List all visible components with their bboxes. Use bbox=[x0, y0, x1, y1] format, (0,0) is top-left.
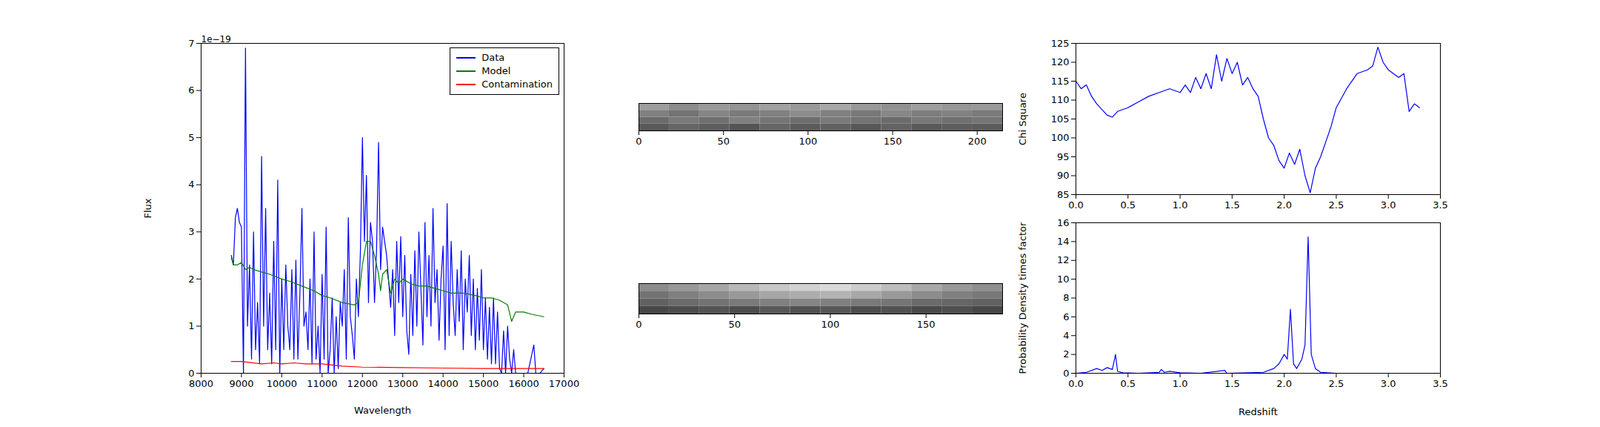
svg-text:0: 0 bbox=[1062, 367, 1069, 379]
svg-text:0: 0 bbox=[635, 135, 642, 147]
svg-text:17000: 17000 bbox=[548, 377, 580, 389]
svg-text:125: 125 bbox=[1051, 37, 1070, 49]
svg-text:120: 120 bbox=[1051, 56, 1070, 68]
svg-text:8000: 8000 bbox=[188, 377, 214, 389]
svg-text:Probability Density times fact: Probability Density times factor bbox=[1017, 221, 1029, 374]
svg-text:2.0: 2.0 bbox=[1276, 199, 1292, 211]
svg-text:0: 0 bbox=[188, 367, 195, 379]
svg-text:10: 10 bbox=[1057, 273, 1070, 285]
svg-text:6: 6 bbox=[188, 84, 195, 96]
svg-text:150: 150 bbox=[883, 135, 903, 147]
svg-text:0: 0 bbox=[635, 318, 642, 330]
svg-text:2: 2 bbox=[188, 273, 195, 285]
svg-text:16: 16 bbox=[1057, 217, 1070, 229]
svg-text:14: 14 bbox=[1057, 235, 1070, 247]
svg-text:85: 85 bbox=[1057, 188, 1070, 200]
svg-text:1.0: 1.0 bbox=[1172, 377, 1189, 389]
svg-text:12000: 12000 bbox=[347, 377, 378, 389]
svg-text:8: 8 bbox=[1062, 291, 1069, 303]
svg-text:2: 2 bbox=[1062, 348, 1069, 360]
svg-text:3.5: 3.5 bbox=[1432, 377, 1449, 389]
html-text:Model: Model bbox=[481, 65, 511, 77]
svg-text:10000: 10000 bbox=[266, 377, 298, 389]
svg-text:1.5: 1.5 bbox=[1224, 377, 1240, 389]
svg-text:3.0: 3.0 bbox=[1380, 377, 1397, 389]
svg-text:0.0: 0.0 bbox=[1068, 377, 1084, 389]
svg-text:Flux: Flux bbox=[142, 197, 154, 218]
svg-text:Wavelength: Wavelength bbox=[354, 404, 412, 416]
svg-text:100: 100 bbox=[821, 318, 840, 330]
svg-text:50: 50 bbox=[717, 135, 730, 147]
svg-text:150: 150 bbox=[917, 318, 936, 330]
svg-text:7: 7 bbox=[188, 37, 195, 49]
svg-text:3: 3 bbox=[188, 225, 195, 238]
svg-text:1.5: 1.5 bbox=[1224, 199, 1240, 211]
svg-text:110: 110 bbox=[1051, 94, 1070, 106]
svg-text:9000: 9000 bbox=[228, 377, 254, 389]
svg-text:2.0: 2.0 bbox=[1276, 377, 1292, 389]
svg-text:0.5: 0.5 bbox=[1120, 199, 1136, 211]
svg-text:4: 4 bbox=[188, 178, 195, 190]
svg-text:15000: 15000 bbox=[468, 377, 499, 389]
svg-text:6: 6 bbox=[1062, 311, 1069, 323]
svg-text:200: 200 bbox=[968, 135, 987, 147]
svg-text:5: 5 bbox=[188, 131, 195, 143]
svg-text:13000: 13000 bbox=[387, 377, 418, 389]
svg-text:Chi Square: Chi Square bbox=[1017, 92, 1029, 146]
svg-text:100: 100 bbox=[798, 135, 818, 147]
svg-text:3.5: 3.5 bbox=[1432, 199, 1449, 211]
svg-text:1e−19: 1e−19 bbox=[201, 34, 232, 45]
html-text:Data: Data bbox=[481, 51, 505, 63]
svg-text:2.5: 2.5 bbox=[1328, 199, 1345, 211]
svg-text:2.5: 2.5 bbox=[1328, 377, 1345, 389]
svg-text:95: 95 bbox=[1057, 151, 1070, 163]
svg-text:16000: 16000 bbox=[508, 377, 539, 389]
html-text:Contamination: Contamination bbox=[481, 78, 553, 90]
svg-text:0.5: 0.5 bbox=[1120, 377, 1136, 389]
svg-text:4: 4 bbox=[1062, 329, 1069, 341]
svg-text:105: 105 bbox=[1051, 113, 1070, 125]
svg-text:11000: 11000 bbox=[306, 377, 338, 389]
svg-text:3.0: 3.0 bbox=[1380, 199, 1397, 211]
svg-text:115: 115 bbox=[1051, 75, 1070, 87]
svg-text:1: 1 bbox=[188, 320, 195, 332]
svg-text:12: 12 bbox=[1057, 254, 1070, 266]
svg-text:1.0: 1.0 bbox=[1172, 199, 1189, 211]
svg-text:0.0: 0.0 bbox=[1068, 199, 1084, 211]
svg-text:14000: 14000 bbox=[427, 377, 458, 389]
svg-text:50: 50 bbox=[728, 318, 741, 330]
svg-text:Redshift: Redshift bbox=[1238, 405, 1278, 418]
svg-text:100: 100 bbox=[1051, 131, 1070, 143]
svg-text:90: 90 bbox=[1057, 169, 1070, 181]
